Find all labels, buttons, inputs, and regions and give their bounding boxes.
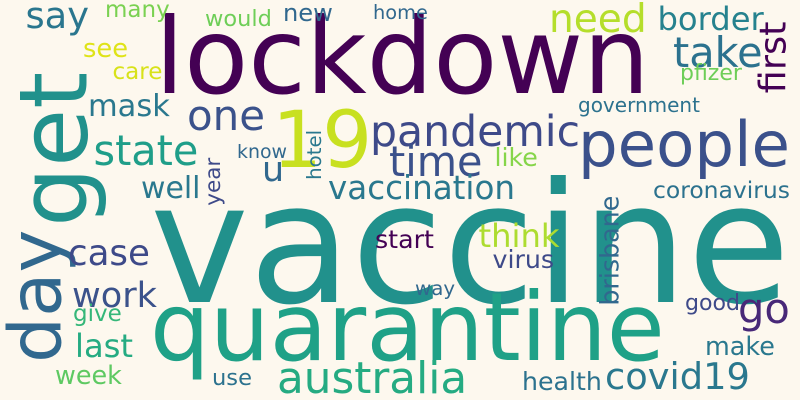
cloud-word-say: say	[25, 0, 90, 37]
cloud-word-pandemic: pandemic	[370, 106, 581, 157]
cloud-word-australia: australia	[277, 353, 468, 400]
cloud-word-think: think	[478, 217, 560, 255]
cloud-word-year: year	[201, 157, 227, 206]
cloud-word-take: take	[673, 28, 763, 77]
cloud-word-border: border	[657, 0, 764, 38]
cloud-word-make: make	[705, 331, 775, 362]
cloud-word-way: way	[415, 277, 456, 300]
cloud-word-hotel: hotel	[303, 129, 327, 180]
cloud-word-use: use	[212, 364, 252, 391]
cloud-word-good: good	[685, 291, 741, 316]
cloud-word-mask: mask	[88, 89, 170, 124]
cloud-word-time: time	[389, 137, 483, 186]
cloud-word-vaccine: vaccine	[150, 147, 791, 342]
cloud-word-covid19: covid19	[605, 355, 750, 398]
cloud-word-vaccination: vaccination	[328, 168, 516, 207]
cloud-word-government: government	[578, 93, 700, 117]
cloud-word-coronavirus: coronavirus	[653, 175, 790, 204]
cloud-word-last: last	[75, 327, 134, 365]
cloud-word-see: see	[83, 34, 129, 64]
cloud-word-health: health	[522, 366, 602, 396]
cloud-word-people: people	[578, 107, 790, 181]
cloud-word-virus: virus	[492, 244, 555, 274]
cloud-word-brisbane: brisbane	[594, 195, 625, 306]
cloud-word-well: well	[141, 171, 201, 206]
cloud-word-lockdown: lockdown	[155, 0, 650, 118]
cloud-word-one: one	[187, 91, 266, 140]
cloud-word-pfizer: pfizer	[680, 61, 742, 86]
cloud-word-new: new	[283, 0, 333, 27]
cloud-word-19: 19	[272, 93, 373, 186]
cloud-word-week: week	[55, 360, 122, 391]
cloud-word-go: go	[738, 284, 790, 333]
cloud-word-work: work	[72, 274, 157, 316]
cloud-word-need: need	[549, 0, 647, 42]
cloud-word-many: many	[105, 0, 170, 23]
cloud-word-like: like	[494, 142, 538, 172]
cloud-word-u: u	[262, 149, 285, 190]
cloud-word-start: start	[375, 224, 434, 254]
cloud-word-case: case	[68, 233, 150, 274]
cloud-word-day: day	[0, 229, 79, 363]
cloud-word-know: know	[237, 140, 288, 163]
cloud-word-give: give	[73, 300, 122, 327]
cloud-word-would: would	[205, 6, 272, 32]
cloud-word-care: care	[112, 58, 163, 85]
cloud-word-home: home	[373, 0, 428, 24]
cloud-word-quarantine: quarantine	[150, 272, 665, 383]
cloud-word-state: state	[93, 126, 199, 175]
